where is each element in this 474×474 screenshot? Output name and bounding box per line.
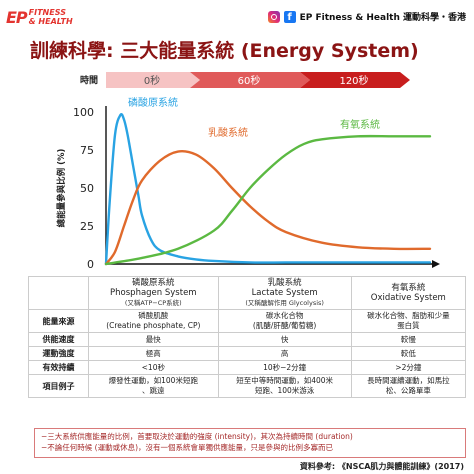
row-label: 項目例子 — [28, 374, 89, 398]
series-line — [104, 113, 432, 266]
table-cell: 爆發性運動，如100米短跑 、跳遠 — [88, 374, 219, 398]
table-cell: 碳水化合物、脂肪和少量 蛋白質 — [350, 309, 467, 333]
table-row: 運動強度 極高高較低 — [28, 346, 467, 361]
logo-line2: & HEALTH — [28, 17, 73, 26]
energy-system-table: 磷酸原系統 Phosphagen System (又稱ATP−CP系統) 乳酸系… — [28, 276, 467, 398]
social-links: f EP Fitness & Health 運動科學・香港 — [267, 10, 466, 23]
table-cell: 短至中等時間運動，如400米 短跑、100米游泳 — [217, 374, 352, 398]
column-sub: (又稱ATP−CP系統) — [124, 299, 182, 307]
table-cell: 快 — [217, 332, 352, 347]
row-label: 運動強度 — [28, 346, 89, 361]
column-en: Lactate System — [251, 288, 318, 298]
column-name: 磷酸原系統 — [132, 278, 175, 288]
column-header-lactate: 乳酸系統 Lactate System (又稱醣解作用 Glycolysis) — [217, 276, 352, 310]
table-header-row: 磷酸原系統 Phosphagen System (又稱ATP−CP系統) 乳酸系… — [28, 276, 467, 310]
column-name: 有氧系統 — [391, 283, 426, 293]
row-label: 能量來源 — [28, 309, 89, 333]
social-text: EP Fitness & Health 運動科學・香港 — [299, 13, 466, 23]
row-label: 供能速度 — [28, 332, 89, 347]
series-line — [104, 149, 432, 266]
series-label: 磷酸原系統 — [128, 96, 178, 109]
timeline-arrow-segment — [106, 72, 200, 88]
series-label: 乳酸系統 — [208, 126, 248, 139]
table-corner — [28, 276, 89, 310]
series-line — [104, 134, 432, 266]
logo-line1: FITNESS — [28, 8, 66, 17]
table-cell: 長時間運續運動，如馬拉 松、公路單車 — [350, 374, 467, 398]
notes-box: −三大系統供應能量的比例，首要取決於運動的強度 (intensity)，其次為持… — [34, 428, 466, 458]
column-header-oxidative: 有氧系統 Oxidative System — [350, 276, 467, 310]
table-row: 項目例子 爆發性運動，如100米短跑 、跳遠 短至中等時間運動，如400米 短跑、1… — [28, 374, 467, 398]
timeline-label: 時間 — [80, 74, 98, 86]
energy-chart: 時間 0秒 60秒 120秒 0 25 50 75 100 總能量參與比例 (%) 磷酸原系統乳酸系… — [56, 72, 440, 271]
header: EP FITNESS & HEALTH f EP Fitness & Healt… — [0, 0, 474, 36]
logo-ep-text: EP — [6, 7, 28, 27]
facebook-icon[interactable]: f — [283, 10, 296, 23]
timeline-segment-label: 120秒 — [339, 74, 368, 87]
timeline-arrow-segment — [190, 72, 310, 88]
instagram-icon[interactable] — [267, 10, 280, 23]
column-header-phosphagen: 磷酸原系統 Phosphagen System (又稱ATP−CP系統) — [88, 276, 219, 310]
y-tick-label: 25 — [80, 220, 94, 233]
note-line: −不論任何時候 (運動或休息)，沒有一個系統會單獨供應能量，只是參與的比例多寡而… — [41, 443, 334, 452]
table-cell: >2分鐘 — [350, 360, 467, 375]
row-label: 有效持續 — [28, 360, 89, 375]
table-cell: 最快 — [88, 332, 219, 347]
table-cell: 高 — [217, 346, 352, 361]
y-tick-label: 100 — [73, 106, 94, 119]
table-cell: 10秒−2分鐘 — [217, 360, 352, 375]
table-cell: 磷酸肌酸 (Creatine phosphate, CP) — [88, 309, 219, 333]
series-label: 有氧系統 — [340, 118, 380, 131]
table-row: 能量來源 磷酸肌酸 (Creatine phosphate, CP) 碳水化合物 (… — [28, 309, 467, 333]
table-cell: 極高 — [88, 346, 219, 361]
y-tick-label: 50 — [80, 182, 94, 195]
timeline-segment-label: 0秒 — [144, 74, 160, 87]
brand-logo: EP FITNESS & HEALTH — [6, 4, 80, 30]
column-en: Oxidative System — [370, 293, 446, 303]
table-cell: 較低 — [350, 346, 467, 361]
table-row: 有效持續 <10秒 10秒−2分鐘 >2分鐘 — [28, 360, 467, 375]
table-cell: <10秒 — [88, 360, 219, 375]
source-citation: 資料參考: 《NSCA肌力與體能訓練》(2017) — [299, 462, 464, 471]
table-cell: 較慢 — [350, 332, 467, 347]
column-en: Phosphagen System — [110, 288, 197, 298]
table-cell: 碳水化合物 (肌醣/肝醣/葡萄糖) — [217, 309, 352, 333]
note-line: −三大系統供應能量的比例，首要取決於運動的強度 (intensity)，其次為持… — [41, 432, 353, 441]
table-row: 供能速度 最快快較慢 — [28, 332, 467, 347]
y-tick-label: 0 — [87, 258, 94, 271]
column-sub: (又稱醣解作用 Glycolysis) — [245, 299, 324, 307]
page-title: 訓練科學: 三大能量系統 (Energy System) — [30, 40, 419, 62]
x-axis-arrowhead — [432, 260, 440, 268]
column-name: 乳酸系統 — [267, 278, 302, 288]
timeline-arrow-segment — [300, 72, 410, 88]
timeline-segment-label: 60秒 — [238, 74, 261, 87]
y-axis-label: 總能量參與比例 (%) — [56, 149, 67, 228]
logo-words: FITNESS & HEALTH — [29, 8, 73, 26]
y-tick-label: 75 — [80, 144, 94, 157]
